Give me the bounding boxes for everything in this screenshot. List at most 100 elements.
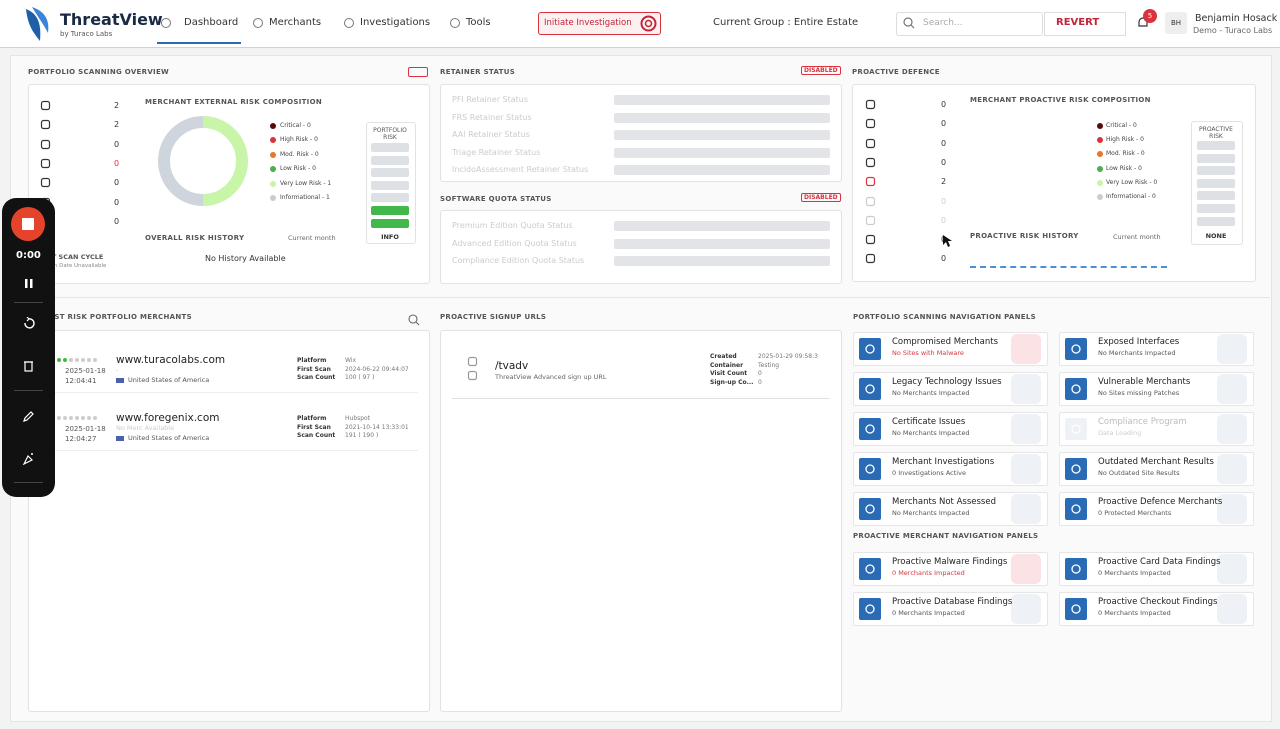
row-divider [452, 398, 830, 399]
panel-title: Exposed Interfaces [1098, 337, 1180, 347]
legend-dot [1097, 179, 1103, 186]
panel-sub: No Outdated Site Results [1098, 469, 1180, 477]
brand: ThreatView [60, 10, 163, 29]
score-dot [87, 416, 91, 420]
nav-item[interactable]: Investigations [360, 17, 431, 28]
score-dot [93, 416, 97, 420]
icon [865, 215, 876, 225]
section-title: SOFTWARE QUOTA STATUS [440, 195, 552, 203]
panel-title: Proactive Checkout Findings [1098, 597, 1218, 607]
panel-watermark [1011, 334, 1041, 364]
panel-watermark [1217, 594, 1247, 624]
merchant-domain[interactable]: www.turacolabs.com [116, 354, 226, 366]
panel-icon [859, 418, 881, 440]
status-label: Triage Retainer Status [452, 147, 541, 157]
panel-sub: 0 Investigations Active [892, 469, 966, 477]
panel-glyph [865, 344, 875, 354]
period-select[interactable]: Current month [1113, 233, 1161, 241]
user-name: Benjamin Hosack [1195, 13, 1278, 24]
legend-item: Mod. Risk - 0 [1106, 150, 1145, 158]
recorder-control[interactable] [22, 317, 35, 330]
status-label: Premium Edition Quota Status [452, 221, 573, 230]
panel-icon [1065, 498, 1087, 520]
field-value: 100 ( 97 ) [345, 374, 375, 381]
panel-sub: No Merchants Impacted [892, 509, 970, 517]
brand-sub: by Turaco Labs [60, 30, 113, 38]
panel-glyph [1071, 504, 1081, 514]
section-title: RETAINER STATUS [440, 68, 516, 76]
field-label: Visit Count [710, 370, 748, 377]
signup-path[interactable]: /tvadv [495, 360, 529, 372]
legend-dot [1097, 137, 1103, 144]
risk-bar [371, 143, 409, 152]
initiate-button[interactable] [538, 12, 661, 35]
record-time: 0:00 [16, 250, 41, 261]
risk-bar [1197, 216, 1235, 226]
merchant-domain[interactable]: www.foregenix.com [116, 412, 220, 424]
recorder [2, 198, 55, 497]
user-sub: Demo - Turaco Labs [1193, 26, 1273, 35]
risk-title: PORTFOLIO RISK [373, 127, 407, 141]
disabled-badge: DISABLED [801, 66, 841, 75]
notification-badge[interactable]: 5 [1143, 9, 1157, 23]
search-box[interactable] [896, 12, 1043, 36]
icon [865, 138, 876, 148]
score-dot [69, 358, 73, 362]
panel-icon [1065, 418, 1087, 440]
avatar[interactable]: BH [1165, 12, 1187, 34]
field-value: Wix [345, 357, 357, 364]
section-title: HIGHEST RISK PORTFOLIO MERCHANTS [28, 313, 192, 321]
info-badge [408, 67, 428, 77]
count: 0 [941, 157, 947, 167]
panel-sub: Data Loading [1098, 429, 1142, 437]
count: 0 [114, 158, 120, 168]
cursor [943, 235, 952, 247]
score-dot [63, 416, 67, 420]
panel-icon [859, 558, 881, 580]
risk-bar [371, 193, 409, 203]
panel-title: Compromised Merchants [892, 337, 999, 347]
panel-sub: No Merchants Impacted [892, 429, 970, 437]
field-label: Sign-up Co... [710, 378, 754, 386]
recorder-control[interactable] [22, 277, 35, 290]
recorder-control[interactable] [22, 410, 35, 423]
nav-item[interactable]: Merchants [269, 17, 322, 28]
score-dot [63, 358, 67, 362]
legend-item: High Risk - 0 [1106, 136, 1144, 144]
search-placeholder: Search... [923, 18, 963, 28]
legend-dot [1097, 194, 1103, 200]
recorder-control[interactable] [22, 452, 35, 465]
country: United States of America [128, 376, 210, 384]
risk-bar [371, 180, 409, 190]
panel-icon [859, 338, 881, 360]
legend-dot [270, 195, 276, 201]
nav-item[interactable]: Dashboard [184, 17, 239, 28]
count: 0 [941, 100, 947, 109]
group-selector[interactable]: Current Group : Entire Estate [713, 17, 859, 28]
recorder-divider [14, 482, 43, 483]
panel-glyph [1071, 344, 1081, 354]
recorder-control[interactable] [22, 359, 35, 372]
panel-watermark [1217, 334, 1247, 364]
panel-glyph [865, 464, 875, 474]
panel-glyph [1071, 384, 1081, 394]
nav-item[interactable]: Tools [466, 17, 491, 28]
panel-icon [1065, 558, 1087, 580]
panel-glyph [865, 384, 875, 394]
panel-sub: 0 Protected Merchants [1098, 509, 1172, 517]
period-select[interactable]: Current month [288, 234, 336, 242]
scan-time: 12:04:27 [65, 435, 97, 443]
legend-dot [270, 151, 276, 158]
risk-bar [371, 206, 409, 215]
section-title: PORTFOLIO SCANNING OVERVIEW [28, 68, 170, 76]
status-label: AAI Retainer Status [452, 130, 530, 139]
field-label: First Scan [297, 423, 331, 431]
panel-title: Legacy Technology Issues [892, 377, 1002, 387]
revert-button[interactable] [1044, 12, 1126, 36]
field-label: Created [710, 353, 737, 360]
panel-sub: No Merchants Impacted [1098, 349, 1176, 357]
scan-date: Scan Date Unavailable [44, 263, 107, 269]
lifebuoy [640, 15, 657, 32]
section-title: PORTFOLIO SCANNING NAVIGATION PANELS [853, 313, 1036, 321]
icon [40, 178, 51, 188]
